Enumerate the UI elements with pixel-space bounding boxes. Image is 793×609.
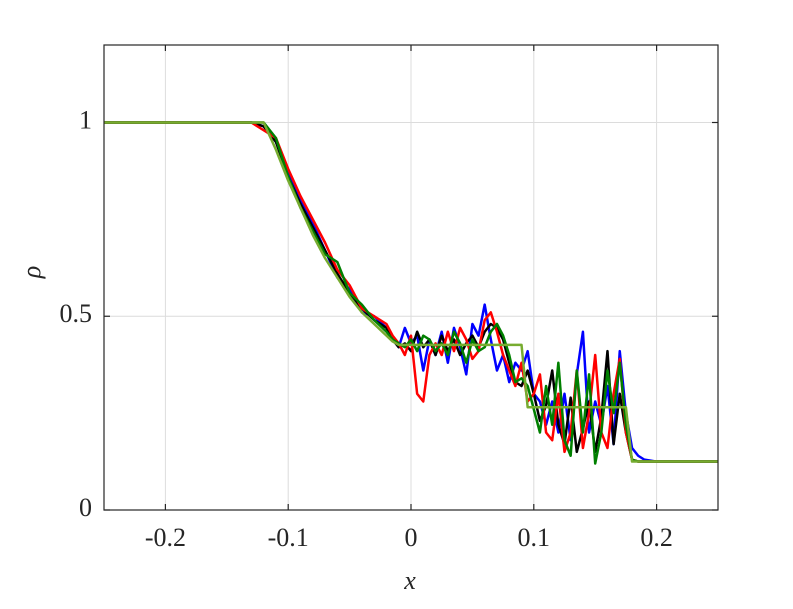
x-tick-label: 0 (405, 523, 418, 552)
y-tick-label: 0 (79, 493, 92, 522)
data-line (104, 121, 718, 463)
x-tick-label: -0.1 (268, 523, 309, 552)
data-line (104, 121, 718, 465)
x-tick-label: 0.2 (640, 523, 673, 552)
plot-frame (103, 44, 719, 511)
x-axis-label: x (403, 566, 416, 595)
x-tick-label: 0.1 (518, 523, 551, 552)
x-tick-label: -0.2 (145, 523, 186, 552)
y-axis-label: ρ (17, 266, 46, 279)
y-tick-label: 0.5 (60, 299, 93, 328)
y-tick-label: 1 (79, 105, 92, 134)
